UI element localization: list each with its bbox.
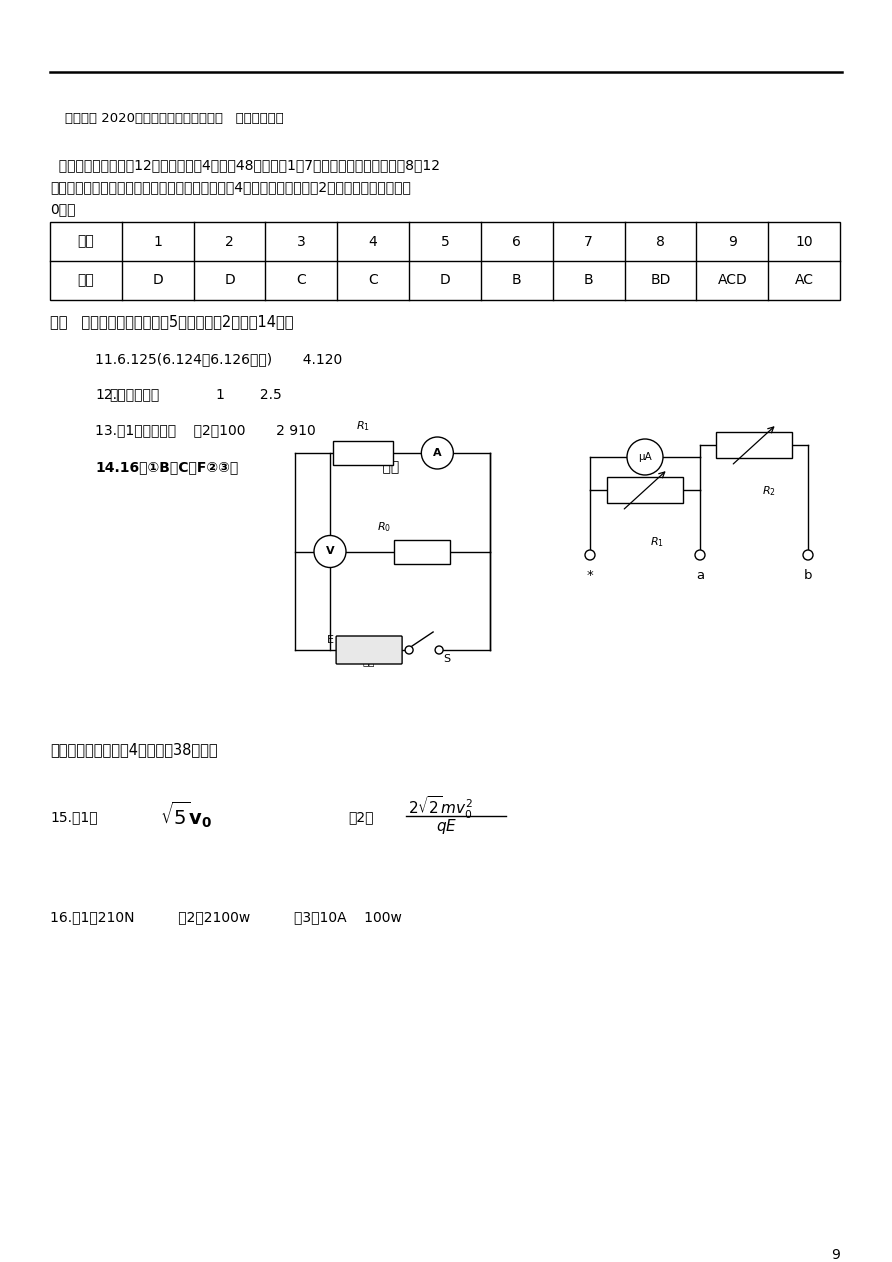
Text: $2\sqrt{2}mv_0^2$: $2\sqrt{2}mv_0^2$ (408, 795, 473, 822)
Text: 10: 10 (796, 235, 813, 249)
Text: $R_1$: $R_1$ (650, 535, 664, 549)
Text: 5: 5 (441, 235, 450, 249)
Text: 二、   填空与实验题（本题共5小题，每空2分，共14分）: 二、 填空与实验题（本题共5小题，每空2分，共14分） (50, 314, 293, 329)
Text: 小题至少有两个选项正确。多选题中全部选对的得4分，选对但不全的得2分，有选错或不答的得: 小题至少有两个选项正确。多选题中全部选对的得4分，选对但不全的得2分，有选错或不… (50, 180, 411, 194)
Text: C: C (296, 274, 306, 288)
Text: 3: 3 (297, 235, 306, 249)
Text: 电源: 电源 (363, 656, 376, 666)
Text: 1: 1 (153, 235, 162, 249)
Text: 9: 9 (831, 1248, 840, 1262)
Text: C: C (368, 274, 378, 288)
Text: $qE$: $qE$ (436, 817, 458, 835)
Text: $R_0$: $R_0$ (376, 521, 391, 535)
Text: 2: 2 (225, 235, 234, 249)
Text: BD: BD (650, 274, 671, 288)
Text: 8: 8 (656, 235, 665, 249)
Text: b: b (804, 569, 813, 582)
Text: （2）: （2） (348, 810, 374, 824)
Text: 于：: 于： (295, 461, 400, 475)
Text: S: S (443, 654, 450, 664)
Text: D: D (153, 274, 163, 288)
Text: A: A (433, 448, 442, 458)
Text: 1        2.5: 1 2.5 (181, 387, 282, 403)
Text: ACD: ACD (717, 274, 747, 288)
Text: 4: 4 (368, 235, 377, 249)
Text: 欧姆调零旋钮: 欧姆调零旋钮 (109, 387, 160, 403)
Bar (334, 440, 393, 464)
Text: *: * (587, 569, 593, 582)
Text: B: B (512, 274, 522, 288)
Circle shape (695, 550, 705, 560)
FancyBboxPatch shape (336, 636, 402, 664)
Text: $\sqrt{5}\mathbf{v_0}$: $\sqrt{5}\mathbf{v_0}$ (160, 800, 212, 830)
Text: AC: AC (795, 274, 814, 288)
Bar (716, 432, 792, 458)
Circle shape (405, 646, 413, 654)
Text: 13.（1）如图所示    （2）100       2 910: 13.（1）如图所示 （2）100 2 910 (95, 423, 316, 437)
Text: B: B (584, 274, 593, 288)
Text: D: D (440, 274, 450, 288)
Text: $R_2$: $R_2$ (762, 485, 776, 497)
Text: 14.16、①B；C；F②③大: 14.16、①B；C；F②③大 (95, 461, 238, 475)
Text: 11.6.125(6.124和6.126均可)       4.120: 11.6.125(6.124和6.126均可) 4.120 (95, 352, 343, 366)
Circle shape (627, 439, 663, 475)
Text: V: V (326, 546, 334, 557)
Text: 7: 7 (584, 235, 593, 249)
Text: 三、计算题（本题共4小题，共38分。）: 三、计算题（本题共4小题，共38分。） (50, 742, 218, 757)
Text: 0分）: 0分） (50, 202, 76, 216)
Text: 12.: 12. (95, 387, 117, 403)
Circle shape (585, 550, 595, 560)
Text: a: a (696, 569, 704, 582)
Circle shape (421, 437, 453, 469)
Bar (50, 222, 840, 300)
Text: μA: μA (638, 452, 652, 462)
Text: $R_1$: $R_1$ (356, 419, 370, 433)
Text: 15.（1）: 15.（1） (50, 810, 97, 824)
Circle shape (435, 646, 443, 654)
Text: E: E (327, 635, 334, 645)
Text: 题序: 题序 (78, 235, 95, 249)
Bar (607, 477, 683, 504)
Circle shape (314, 535, 346, 568)
Text: 答案: 答案 (78, 274, 95, 288)
Circle shape (803, 550, 813, 560)
Bar (393, 539, 450, 564)
Text: 一、选择题（本题共12小题，每小题4分，共48分，其中1～7小题只有一个选项正确；8～12: 一、选择题（本题共12小题，每小题4分，共48分，其中1～7小题只有一个选项正确… (50, 158, 440, 172)
Text: 6: 6 (512, 235, 521, 249)
Text: D: D (224, 274, 235, 288)
Text: 邵东一中 2020年下学期高二第一次月考   物理参考答案: 邵东一中 2020年下学期高二第一次月考 物理参考答案 (65, 112, 284, 125)
Text: 16.（1）210N          （2）2100w          （3）10A    100w: 16.（1）210N （2）2100w （3）10A 100w (50, 910, 402, 924)
Text: 9: 9 (728, 235, 737, 249)
